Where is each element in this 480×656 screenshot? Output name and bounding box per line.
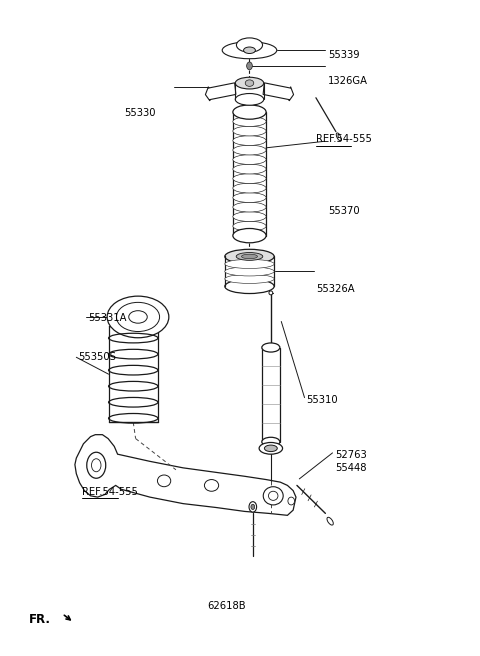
Text: 55370: 55370: [328, 206, 360, 216]
Ellipse shape: [233, 126, 266, 136]
Ellipse shape: [225, 279, 274, 293]
Ellipse shape: [233, 212, 266, 222]
Ellipse shape: [235, 77, 264, 89]
Ellipse shape: [233, 193, 266, 203]
Ellipse shape: [327, 518, 333, 525]
Ellipse shape: [262, 343, 280, 352]
Ellipse shape: [235, 94, 264, 105]
Text: 1326GA: 1326GA: [328, 76, 368, 86]
Ellipse shape: [92, 459, 101, 472]
Ellipse shape: [247, 62, 252, 70]
Polygon shape: [75, 435, 296, 516]
Text: 55330: 55330: [124, 108, 155, 118]
Ellipse shape: [336, 133, 341, 140]
Text: FR.: FR.: [29, 613, 51, 626]
Text: 55331A: 55331A: [88, 314, 127, 323]
Text: 55339: 55339: [328, 50, 360, 60]
Ellipse shape: [87, 452, 106, 478]
Text: REF.54-555: REF.54-555: [83, 487, 138, 497]
Ellipse shape: [245, 80, 254, 87]
Text: REF.54-555: REF.54-555: [316, 134, 372, 144]
Ellipse shape: [129, 311, 147, 323]
Ellipse shape: [204, 480, 219, 491]
Ellipse shape: [251, 504, 255, 510]
Ellipse shape: [117, 302, 159, 331]
Text: 55326A: 55326A: [316, 284, 355, 294]
Ellipse shape: [243, 47, 255, 54]
Ellipse shape: [233, 221, 266, 231]
Ellipse shape: [241, 254, 257, 258]
Text: 55448: 55448: [335, 463, 366, 473]
Ellipse shape: [225, 259, 274, 268]
Text: 55310: 55310: [306, 394, 338, 405]
Ellipse shape: [259, 443, 283, 454]
Ellipse shape: [233, 228, 266, 243]
Ellipse shape: [233, 105, 266, 119]
Ellipse shape: [233, 183, 266, 193]
Ellipse shape: [233, 202, 266, 212]
Ellipse shape: [262, 438, 280, 446]
Text: 55350S: 55350S: [78, 352, 116, 362]
Ellipse shape: [288, 497, 295, 505]
Ellipse shape: [233, 136, 266, 146]
Ellipse shape: [249, 502, 257, 512]
FancyArrow shape: [205, 83, 236, 101]
Ellipse shape: [237, 38, 263, 52]
Ellipse shape: [269, 291, 273, 295]
Ellipse shape: [233, 155, 266, 165]
Ellipse shape: [225, 267, 274, 276]
Ellipse shape: [263, 487, 283, 505]
Ellipse shape: [233, 117, 266, 127]
Ellipse shape: [225, 274, 274, 283]
Ellipse shape: [268, 491, 278, 501]
Ellipse shape: [225, 249, 274, 264]
FancyArrow shape: [263, 83, 294, 101]
Ellipse shape: [233, 145, 266, 155]
Text: 62618B: 62618B: [207, 602, 245, 611]
Ellipse shape: [222, 42, 277, 59]
Ellipse shape: [264, 445, 277, 451]
Ellipse shape: [107, 296, 169, 338]
Ellipse shape: [157, 475, 171, 487]
Text: 52763: 52763: [335, 450, 367, 460]
Ellipse shape: [233, 174, 266, 184]
Ellipse shape: [233, 164, 266, 174]
Ellipse shape: [236, 253, 263, 260]
